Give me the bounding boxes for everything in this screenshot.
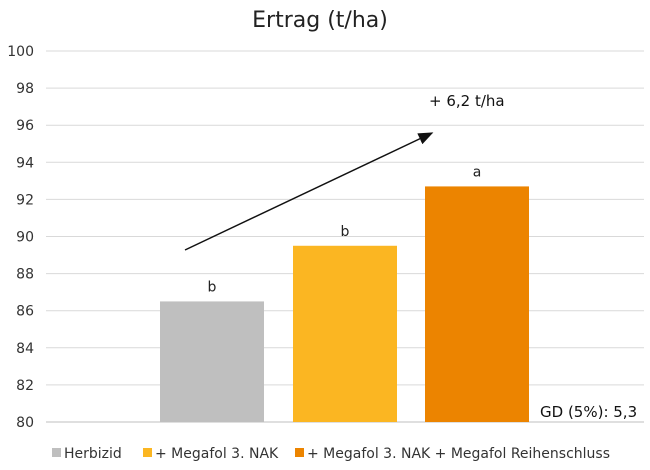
y-tick-label: 84 [16,341,34,357]
legend-swatch [143,448,152,457]
increase-arrow [184,132,434,251]
legend-swatch [52,448,61,457]
bar-significance-label: a [473,164,482,180]
bar [293,245,397,422]
y-tick-label: 94 [16,155,34,171]
legend-swatch [295,448,304,457]
legend-label: Herbizid [64,446,122,462]
increase-annotation: + 6,2 t/ha [429,92,505,110]
bars: b b a [160,164,529,422]
y-tick-label: 90 [16,230,34,246]
bar-significance-label: b [341,224,350,240]
y-tick-label: 80 [16,415,34,431]
y-tick-label: 88 [16,267,34,283]
lsd-annotation: GD (5%): 5,3 [540,403,637,421]
legend-label: + Megafol 3. NAK + Megafol Reihenschluss [307,446,610,462]
bar [160,301,264,422]
y-tick-label: 86 [16,304,34,320]
bar-significance-label: b [208,279,217,295]
y-tick-label: 96 [16,118,34,134]
y-axis-tick-labels: 80 82 84 86 88 90 92 94 96 98 100 [7,44,34,431]
legend: Herbizid + Megafol 3. NAK + Megafol 3. NAK… [52,446,610,462]
y-tick-label: 92 [16,192,34,208]
chart-title: Ertrag (t/ha) [252,8,388,33]
legend-label: + Megafol 3. NAK [155,446,279,462]
increase-arrow-line [184,132,434,251]
y-tick-label: 100 [7,44,34,60]
y-tick-label: 82 [16,378,34,394]
bar [425,186,529,422]
y-tick-label: 98 [16,81,34,97]
